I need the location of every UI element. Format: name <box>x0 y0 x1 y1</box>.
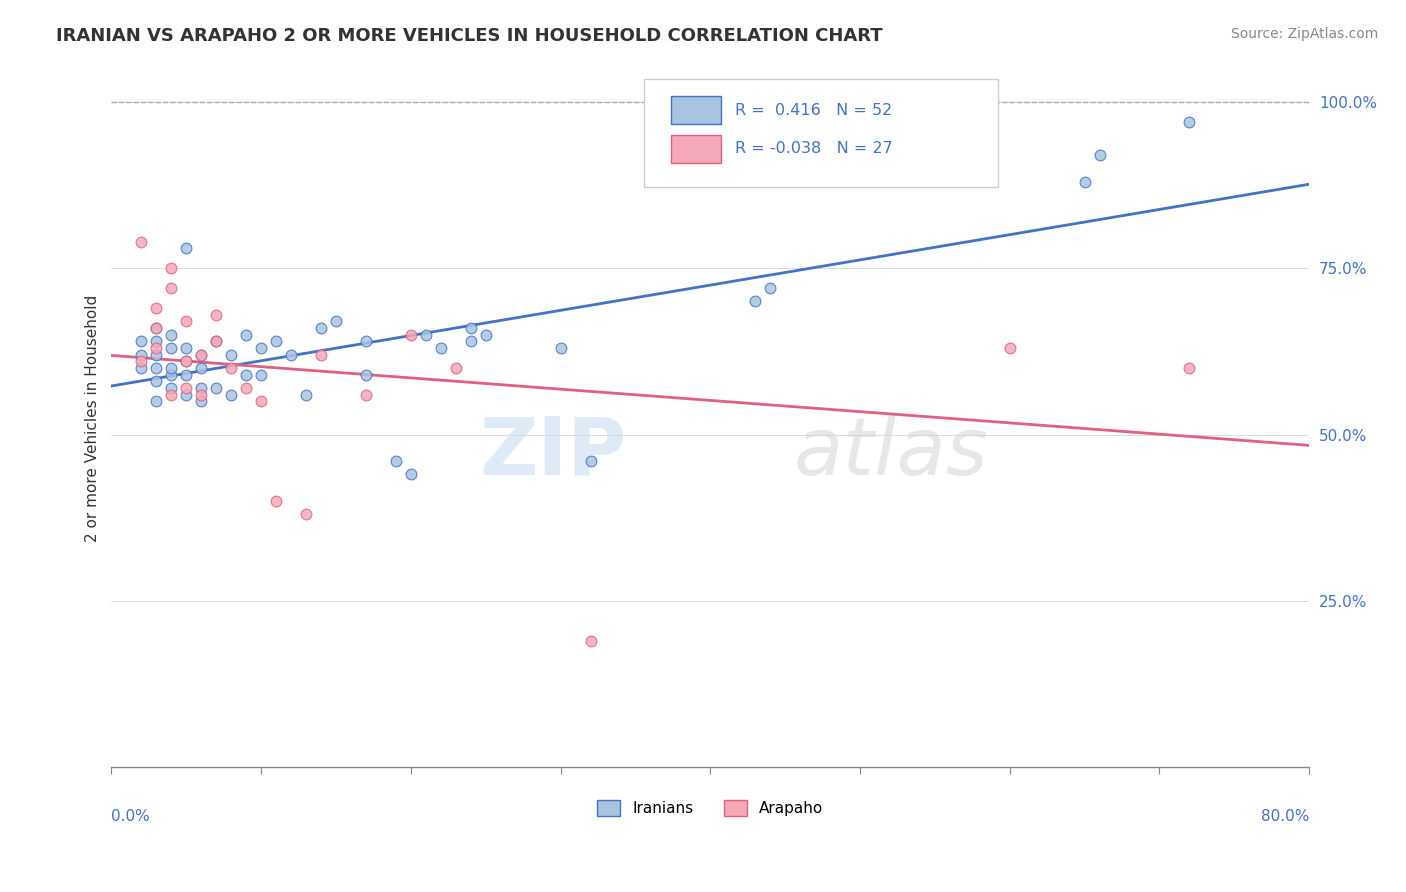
Point <box>550 341 572 355</box>
Point <box>235 381 257 395</box>
Point <box>354 334 377 349</box>
Point <box>145 301 167 315</box>
Point <box>190 361 212 376</box>
Point <box>219 387 242 401</box>
Text: R =  0.416   N = 52: R = 0.416 N = 52 <box>735 103 893 118</box>
Point <box>250 368 273 382</box>
Point <box>205 381 228 395</box>
Text: atlas: atlas <box>794 414 988 491</box>
Point <box>235 327 257 342</box>
Point <box>415 327 437 342</box>
Point <box>280 348 302 362</box>
Point <box>174 387 197 401</box>
Point <box>205 334 228 349</box>
Point <box>190 394 212 409</box>
Point <box>474 327 496 342</box>
FancyBboxPatch shape <box>644 79 998 187</box>
Point <box>579 454 602 468</box>
Point <box>174 354 197 368</box>
Point <box>160 368 183 382</box>
Point <box>295 387 318 401</box>
Point <box>325 314 347 328</box>
FancyBboxPatch shape <box>671 135 721 163</box>
Point <box>354 387 377 401</box>
Y-axis label: 2 or more Vehicles in Household: 2 or more Vehicles in Household <box>86 294 100 541</box>
Point <box>131 348 153 362</box>
Point <box>145 394 167 409</box>
Point <box>190 348 212 362</box>
Point <box>190 387 212 401</box>
Point <box>174 241 197 255</box>
Point <box>235 368 257 382</box>
Point <box>759 281 782 295</box>
Point <box>1178 115 1201 129</box>
Point <box>444 361 467 376</box>
Point <box>354 368 377 382</box>
Point <box>190 348 212 362</box>
Point <box>998 341 1021 355</box>
FancyBboxPatch shape <box>671 96 721 124</box>
Point <box>219 361 242 376</box>
Point <box>309 348 332 362</box>
Point <box>145 334 167 349</box>
Point <box>160 341 183 355</box>
Point <box>460 334 482 349</box>
Text: IRANIAN VS ARAPAHO 2 OR MORE VEHICLES IN HOUSEHOLD CORRELATION CHART: IRANIAN VS ARAPAHO 2 OR MORE VEHICLES IN… <box>56 27 883 45</box>
Point <box>264 494 287 508</box>
Point <box>145 321 167 335</box>
Point <box>174 368 197 382</box>
Point <box>145 374 167 388</box>
Point <box>131 235 153 249</box>
Point <box>145 321 167 335</box>
Point <box>219 348 242 362</box>
Point <box>174 314 197 328</box>
Text: 0.0%: 0.0% <box>111 809 150 824</box>
Point <box>160 327 183 342</box>
Point <box>430 341 453 355</box>
Point <box>1073 175 1095 189</box>
Point <box>131 361 153 376</box>
Point <box>264 334 287 349</box>
Point <box>295 508 318 522</box>
Point <box>1178 361 1201 376</box>
Text: 80.0%: 80.0% <box>1261 809 1309 824</box>
Point <box>160 381 183 395</box>
Point <box>579 633 602 648</box>
Point <box>131 334 153 349</box>
Point <box>190 381 212 395</box>
Point <box>309 321 332 335</box>
Point <box>205 334 228 349</box>
Point <box>174 381 197 395</box>
Point <box>160 361 183 376</box>
Text: R = -0.038   N = 27: R = -0.038 N = 27 <box>735 141 893 156</box>
Point <box>399 467 422 482</box>
Legend: Iranians, Arapaho: Iranians, Arapaho <box>591 794 830 822</box>
Point <box>385 454 408 468</box>
Point <box>205 308 228 322</box>
Point <box>399 327 422 342</box>
Point <box>744 294 766 309</box>
Point <box>131 354 153 368</box>
Point <box>1088 148 1111 162</box>
Point <box>160 387 183 401</box>
Text: ZIP: ZIP <box>479 414 627 491</box>
Text: Source: ZipAtlas.com: Source: ZipAtlas.com <box>1230 27 1378 41</box>
Point <box>250 394 273 409</box>
Point <box>145 341 167 355</box>
Point <box>250 341 273 355</box>
Point <box>145 348 167 362</box>
Point <box>174 354 197 368</box>
Point <box>174 341 197 355</box>
Point <box>460 321 482 335</box>
Point <box>145 361 167 376</box>
Point <box>160 281 183 295</box>
Point <box>160 261 183 276</box>
